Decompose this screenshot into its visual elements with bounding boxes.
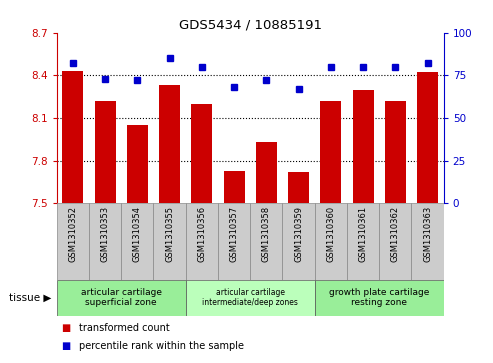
Bar [315,280,444,316]
Text: GSM1310358: GSM1310358 [262,205,271,262]
Bar [57,203,89,280]
Bar [224,171,245,363]
Text: articular cartilage
superficial zone: articular cartilage superficial zone [81,288,162,307]
Bar [127,125,148,363]
Bar [95,101,115,363]
Bar [288,172,309,363]
Text: GSM1310356: GSM1310356 [197,205,207,262]
Text: GSM1310362: GSM1310362 [391,205,400,262]
Text: GSM1310360: GSM1310360 [326,205,335,262]
Bar [57,280,186,316]
Bar [191,104,212,363]
Text: growth plate cartilage
resting zone: growth plate cartilage resting zone [329,288,429,307]
Bar [320,101,341,363]
Text: tissue ▶: tissue ▶ [9,293,52,303]
Bar [153,203,186,280]
Bar [218,203,250,280]
Bar [315,203,347,280]
Bar [385,101,406,363]
Text: GSM1310355: GSM1310355 [165,205,174,262]
Bar [159,85,180,363]
Text: percentile rank within the sample: percentile rank within the sample [79,341,244,351]
Bar [89,203,121,280]
Bar [186,280,315,316]
Bar [282,203,315,280]
Text: GSM1310352: GSM1310352 [69,205,77,262]
Title: GDS5434 / 10885191: GDS5434 / 10885191 [178,19,322,32]
Bar [352,90,374,363]
Bar [121,203,153,280]
Bar [379,203,412,280]
Bar [186,203,218,280]
Bar [417,73,438,363]
Text: ■: ■ [62,323,71,333]
Text: ■: ■ [62,341,71,351]
Text: GSM1310363: GSM1310363 [423,205,432,262]
Text: GSM1310353: GSM1310353 [101,205,109,262]
Bar [250,203,282,280]
Bar [347,203,379,280]
Bar [412,203,444,280]
Text: GSM1310354: GSM1310354 [133,205,142,262]
Text: GSM1310361: GSM1310361 [358,205,368,262]
Bar [256,142,277,363]
Text: GSM1310359: GSM1310359 [294,205,303,262]
Text: GSM1310357: GSM1310357 [230,205,239,262]
Text: transformed count: transformed count [79,323,170,333]
Bar [62,71,83,363]
Text: articular cartilage
intermediate/deep zones: articular cartilage intermediate/deep zo… [202,288,298,307]
